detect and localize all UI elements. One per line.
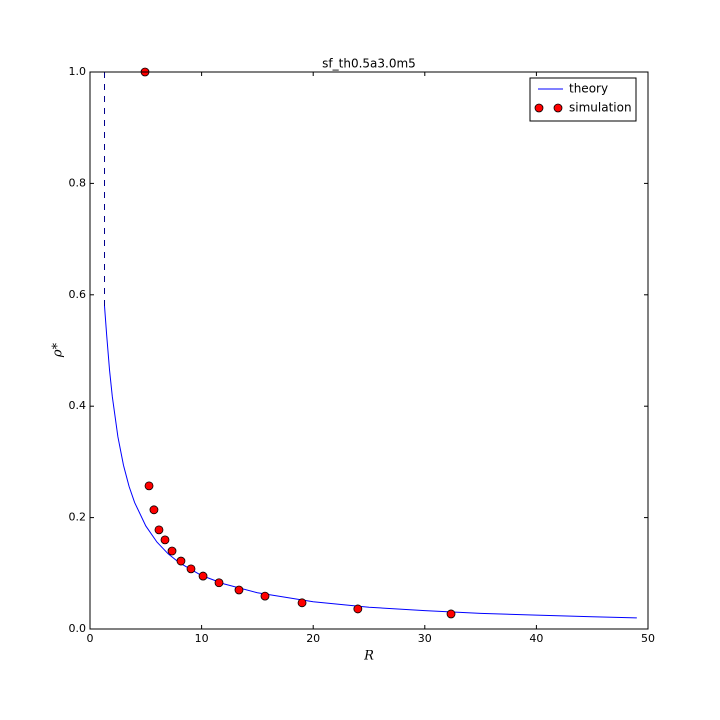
x-tick-label: 30: [418, 632, 432, 645]
data-point: [186, 564, 196, 574]
x-tick-label: 0: [87, 632, 94, 645]
data-point: [167, 546, 177, 556]
x-tick-label: 40: [529, 632, 543, 645]
plot-frame: [89, 71, 649, 630]
x-tick-label: 10: [195, 632, 209, 645]
y-tick-label: 0.4: [69, 399, 87, 412]
data-point: [160, 535, 170, 545]
data-point: [214, 578, 224, 588]
x-tick-label: 50: [641, 632, 655, 645]
data-point: [144, 481, 154, 491]
data-point: [176, 556, 186, 566]
legend-label: theory: [569, 82, 608, 96]
data-point: [446, 609, 456, 619]
legend-label: simulation: [569, 101, 632, 115]
y-tick-label: 1.0: [69, 65, 87, 78]
y-tick-label: 0.0: [69, 622, 87, 635]
data-point: [353, 604, 363, 614]
y-tick-label: 0.6: [69, 288, 87, 301]
data-point: [297, 598, 307, 608]
y-tick-label: 0.2: [69, 511, 87, 524]
legend-box: [529, 77, 637, 122]
legend-swatch: [534, 103, 544, 113]
data-point: [198, 571, 208, 581]
legend-swatch: [553, 103, 563, 113]
data-point: [149, 505, 159, 515]
data-point: [234, 585, 244, 595]
data-point: [154, 525, 164, 535]
chart-title: sf_th0.5a3.0m5: [322, 57, 416, 71]
x-axis-label: R: [363, 649, 374, 664]
x-tick-label: 20: [306, 632, 320, 645]
y-axis-label: ρ*: [51, 342, 66, 358]
y-tick-label: 0.8: [69, 176, 87, 189]
data-point: [260, 591, 270, 601]
